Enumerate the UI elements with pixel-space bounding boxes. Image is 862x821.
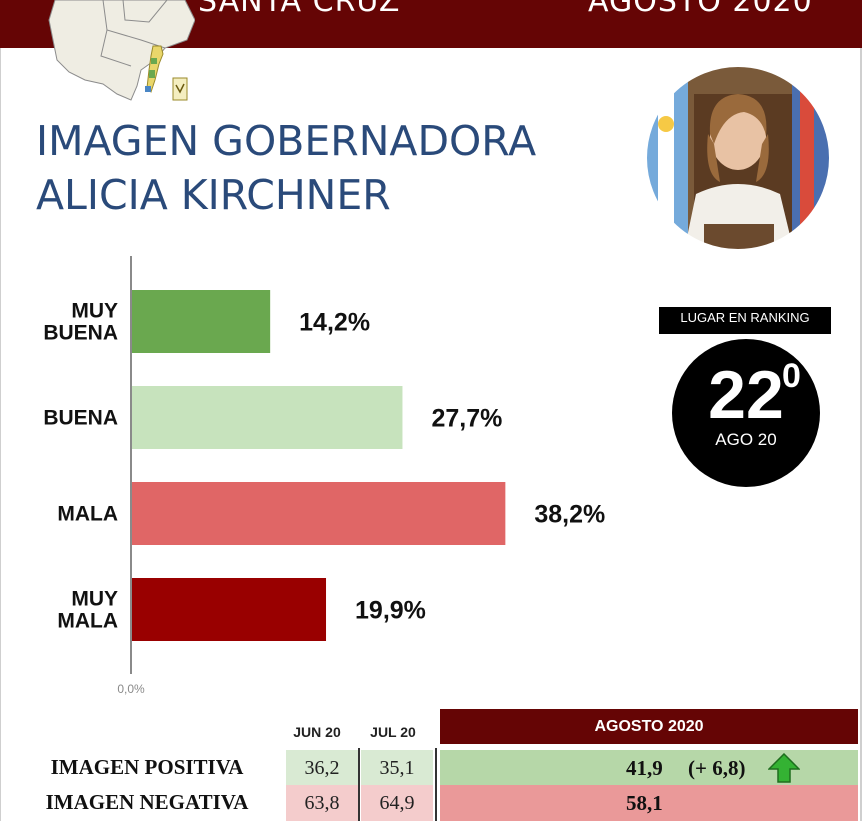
bar-3 [131,578,327,641]
column-header-jun: JUN 20 [293,724,341,740]
bar-0 [131,290,271,353]
category-label-3: MUY MALA [57,588,118,633]
province-name: SANTA CRUZ [198,0,401,19]
table-divider [358,748,360,821]
bar-2 [131,482,506,545]
title-line-2: ALICIA KIRCHNER [36,171,391,219]
table-divider [435,748,437,821]
category-label-2: MALA [57,503,118,526]
argentina-map-icon [48,0,195,101]
frame-border-right [860,0,862,821]
column-header-agosto: AGOSTO 2020 [440,709,858,744]
value-label-1: 27,7% [431,405,502,433]
table-cell: 64,9 [361,785,433,821]
arrow-up-icon [768,753,800,783]
positive-current-value: 41,9 [626,756,663,780]
row-label-positive: IMAGEN POSITIVA [50,755,244,779]
positive-change-value: (+ 6,8) [688,756,746,780]
bar-1 [131,386,403,449]
ranking-label: LUGAR EN RANKING [659,307,831,334]
axis-tick-label: 0,0% [117,682,145,696]
table-cell: 36,2 [286,750,358,786]
negative-current-value: 58,1 [626,791,663,815]
bars-layer: MUY BUENA 14,2% BUENA 27,7% MALA 38,2% MUY MALA 1… [43,290,605,641]
frame-border-left [0,0,1,821]
value-label-3: 19,9% [355,597,426,625]
value-label-2: 38,2% [534,501,605,529]
report-period: AGOSTO 2020 [588,0,813,19]
title-line-1: IMAGEN GOBERNADORA [36,117,537,165]
image-bar-chart: MUY BUENA 14,2% BUENA 27,7% MALA 38,2% MUY MALA 1… [43,256,605,696]
positive-current-cell: 41,9 (+ 6,8) [440,750,858,786]
ranking-ordinal: 0 [782,357,801,395]
category-label-0: MUY BUENA [43,300,118,345]
row-label-negative: IMAGEN NEGATIVA [45,790,249,814]
category-label-1: BUENA [43,407,118,430]
ranking-position: 22 [708,357,784,433]
table-cell: 35,1 [361,750,433,786]
chart-title: IMAGEN GOBERNADORA ALICIA KIRCHNER [36,114,536,222]
value-label-0: 14,2% [299,309,370,337]
ranking-badge: 22 0 AGO 20 [672,339,820,487]
negative-current-cell: 58,1 [440,785,858,821]
table-cell: 63,8 [286,785,358,821]
ranking-period: AGO 20 [715,430,777,449]
column-header-jul: JUL 20 [370,724,416,740]
governor-photo [645,65,831,251]
